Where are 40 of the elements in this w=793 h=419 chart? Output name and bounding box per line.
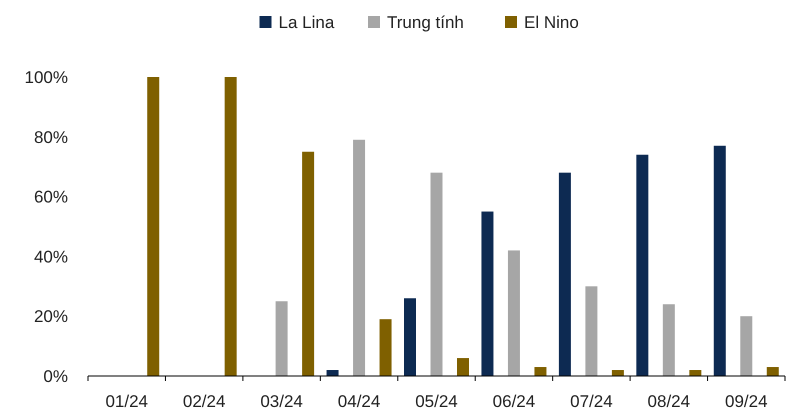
x-tick-label: 07/24	[570, 392, 613, 411]
x-tick-label: 04/24	[338, 392, 380, 411]
bar	[302, 152, 314, 376]
x-tick-label: 01/24	[105, 392, 148, 411]
bar	[353, 140, 366, 376]
x-tick-label: 06/24	[492, 392, 536, 411]
bar	[508, 250, 520, 376]
bar	[224, 77, 237, 376]
bar	[662, 304, 675, 376]
x-tick-label: 05/24	[415, 392, 458, 411]
y-tick-label: 60%	[34, 188, 68, 207]
legend-label: La Lina	[278, 12, 335, 32]
y-tick-label: 0%	[43, 366, 68, 386]
y-tick-label: 100%	[24, 68, 68, 87]
bar	[585, 286, 598, 376]
bar	[457, 358, 469, 376]
bar	[612, 370, 624, 376]
bar	[714, 146, 726, 376]
x-tick-label: 08/24	[648, 392, 690, 411]
bar	[404, 298, 416, 376]
bar	[689, 370, 702, 376]
bar	[481, 212, 494, 376]
y-tick-label: 80%	[34, 128, 68, 147]
bar	[766, 367, 779, 376]
legend-label: El Nino	[524, 12, 579, 32]
x-tick-label: 03/24	[260, 392, 303, 411]
legend-label: Trung tính	[387, 12, 464, 32]
bar	[636, 154, 648, 376]
x-tick-label: 02/24	[182, 392, 226, 411]
bar	[558, 172, 571, 376]
bar	[326, 370, 339, 376]
bar	[380, 319, 392, 376]
y-tick-label: 20%	[34, 307, 68, 326]
bar	[147, 77, 160, 376]
bar	[276, 301, 288, 376]
bar	[534, 367, 546, 376]
x-tick-label: 09/24	[725, 392, 768, 411]
y-tick-label: 40%	[34, 247, 68, 266]
bar	[430, 172, 442, 376]
bar	[740, 316, 752, 376]
